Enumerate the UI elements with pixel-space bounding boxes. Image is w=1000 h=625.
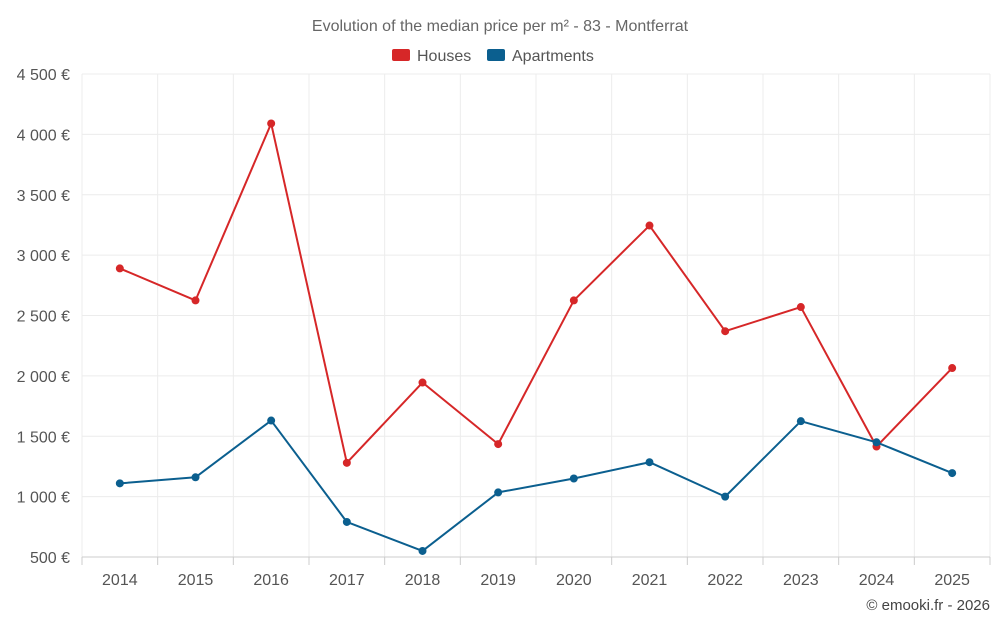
x-tick-label: 2021 [632,572,668,589]
y-tick-label: 1 500 € [17,429,70,446]
grid [81,73,991,557]
x-tick-label: 2014 [102,572,138,589]
data-point-houses[interactable] [796,303,805,312]
data-point-apartments[interactable] [115,479,124,488]
series-line-apartments [119,419,953,552]
y-tick-label: 1 000 € [17,490,70,507]
legend-label-houses[interactable]: Houses [417,48,471,65]
data-point-apartments[interactable] [191,473,200,482]
y-tick-label: 4 500 € [17,67,70,84]
y-tick-label: 4 000 € [17,127,70,144]
data-point-apartments[interactable] [721,492,730,501]
data-point-apartments[interactable] [267,416,276,425]
chart-title: Evolution of the median price per m² - 8… [312,18,689,35]
x-tick-label: 2022 [707,572,743,589]
x-tick-label: 2019 [480,572,516,589]
data-point-apartments[interactable] [872,438,881,447]
data-point-houses[interactable] [191,296,200,305]
data-point-houses[interactable] [342,458,351,467]
x-tick-label: 2024 [859,572,895,589]
data-point-houses[interactable] [418,378,427,387]
x-tick-label: 2016 [253,572,289,589]
series-line-houses [119,122,953,464]
legend-label-apartments[interactable]: Apartments [512,48,594,65]
data-point-houses[interactable] [494,440,503,449]
data-point-houses[interactable] [115,264,124,273]
legend: Houses Apartments [392,48,594,65]
x-tick-label: 2020 [556,572,592,589]
y-tick-label: 2 000 € [17,369,70,386]
series-layer [115,119,957,555]
x-tick-label: 2025 [934,572,970,589]
data-point-houses[interactable] [569,296,578,305]
data-point-apartments[interactable] [796,417,805,426]
data-point-houses[interactable] [645,221,654,230]
x-tick-label: 2015 [178,572,214,589]
data-point-apartments[interactable] [342,517,351,526]
data-point-houses[interactable] [721,327,730,336]
data-point-apartments[interactable] [494,488,503,497]
x-tick-label: 2023 [783,572,819,589]
y-axis: 500 € 1 000 € 1 500 € 2 000 € 2 500 € 3 000 €… [17,67,70,567]
y-tick-label: 3 500 € [17,188,70,205]
x-tick-label: 2017 [329,572,365,589]
x-axis: 2014 2015 2016 2017 2018 2019 2020 2021 2022 2023… [81,556,991,589]
data-point-apartments[interactable] [569,474,578,483]
x-tick-label: 2018 [405,572,441,589]
data-point-apartments[interactable] [645,458,654,467]
y-tick-label: 500 € [30,550,70,567]
data-point-houses[interactable] [267,119,276,128]
data-point-apartments[interactable] [948,469,957,478]
credit-text: © emooki.fr - 2026 [866,597,990,614]
data-point-houses[interactable] [948,364,957,373]
legend-swatch-apartments [487,49,505,61]
legend-swatch-houses [392,49,410,61]
y-tick-label: 3 000 € [17,248,70,265]
y-tick-label: 2 500 € [17,309,70,326]
data-point-apartments[interactable] [418,546,427,555]
